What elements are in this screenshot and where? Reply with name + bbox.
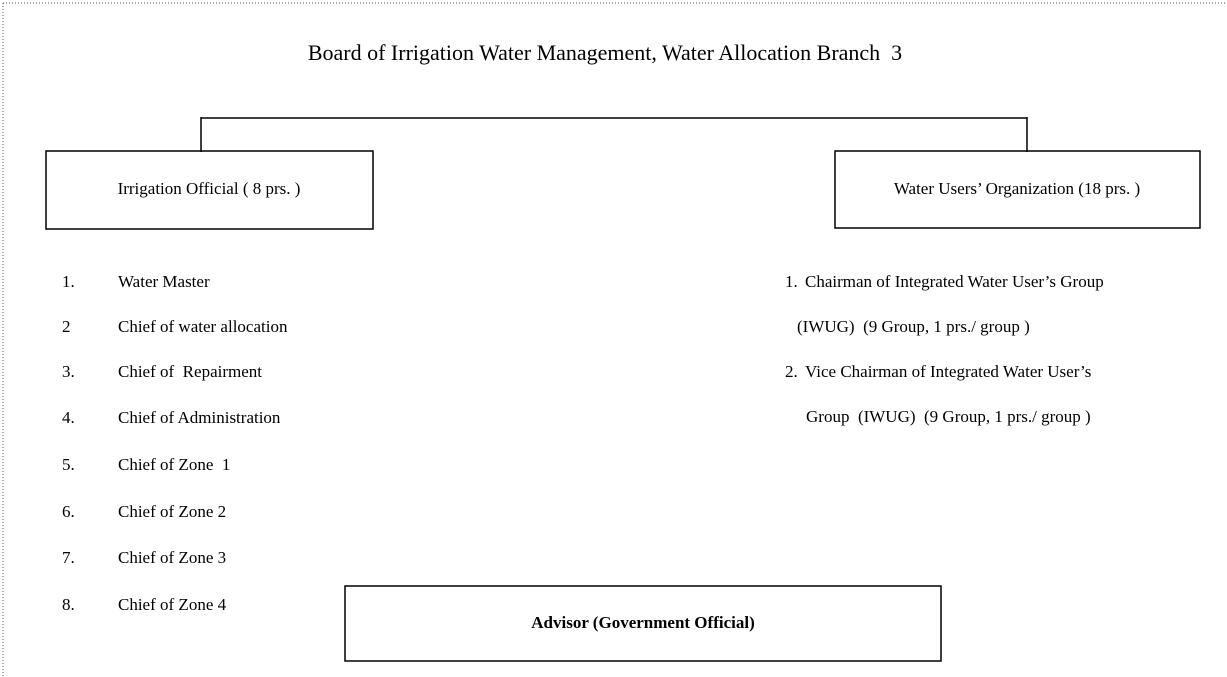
item-text: Water Master xyxy=(118,272,210,291)
item-number: 8. xyxy=(62,595,75,614)
item-text: Chief of water allocation xyxy=(118,317,288,336)
advisor-label: Advisor (Government Official) xyxy=(531,613,754,632)
left-label: Irrigation Official ( 8 prs. ) xyxy=(118,179,301,198)
item-number: 2. xyxy=(785,362,798,381)
item-number: 4. xyxy=(62,408,75,427)
item-text: Chief of Zone 1 xyxy=(118,455,230,474)
item-text: (IWUG) (9 Group, 1 prs./ group ) xyxy=(797,317,1030,336)
item-text: Chief of Repairment xyxy=(118,362,262,381)
item-text: Group (IWUG) (9 Group, 1 prs./ group ) xyxy=(806,407,1091,426)
item-number: 1. xyxy=(785,272,798,291)
left-box xyxy=(45,150,374,230)
item-number: 1. xyxy=(62,272,75,291)
item-text: Chief of Administration xyxy=(118,408,281,427)
right-box xyxy=(834,150,1201,229)
item-number: 2 xyxy=(62,317,71,336)
item-text: Chief of Zone 4 xyxy=(118,595,227,614)
item-text: Vice Chairman of Integrated Water User’s xyxy=(805,362,1091,381)
item-text: Chief of Zone 2 xyxy=(118,502,226,521)
item-number: 5. xyxy=(62,455,75,474)
advisor-box xyxy=(344,585,942,662)
item-number: 6. xyxy=(62,502,75,521)
item-text: Chief of Zone 3 xyxy=(118,548,226,567)
title: Board of Irrigation Water Management, Wa… xyxy=(308,40,902,65)
lists: 1. Water Master 2 Chief of water allocation… xyxy=(62,272,1104,614)
item-text: Chairman of Integrated Water User’s Grou… xyxy=(805,272,1104,291)
item-number: 7. xyxy=(62,548,75,567)
right-label: Water Users’ Organization (18 prs. ) xyxy=(894,179,1140,198)
item-number: 3. xyxy=(62,362,75,381)
